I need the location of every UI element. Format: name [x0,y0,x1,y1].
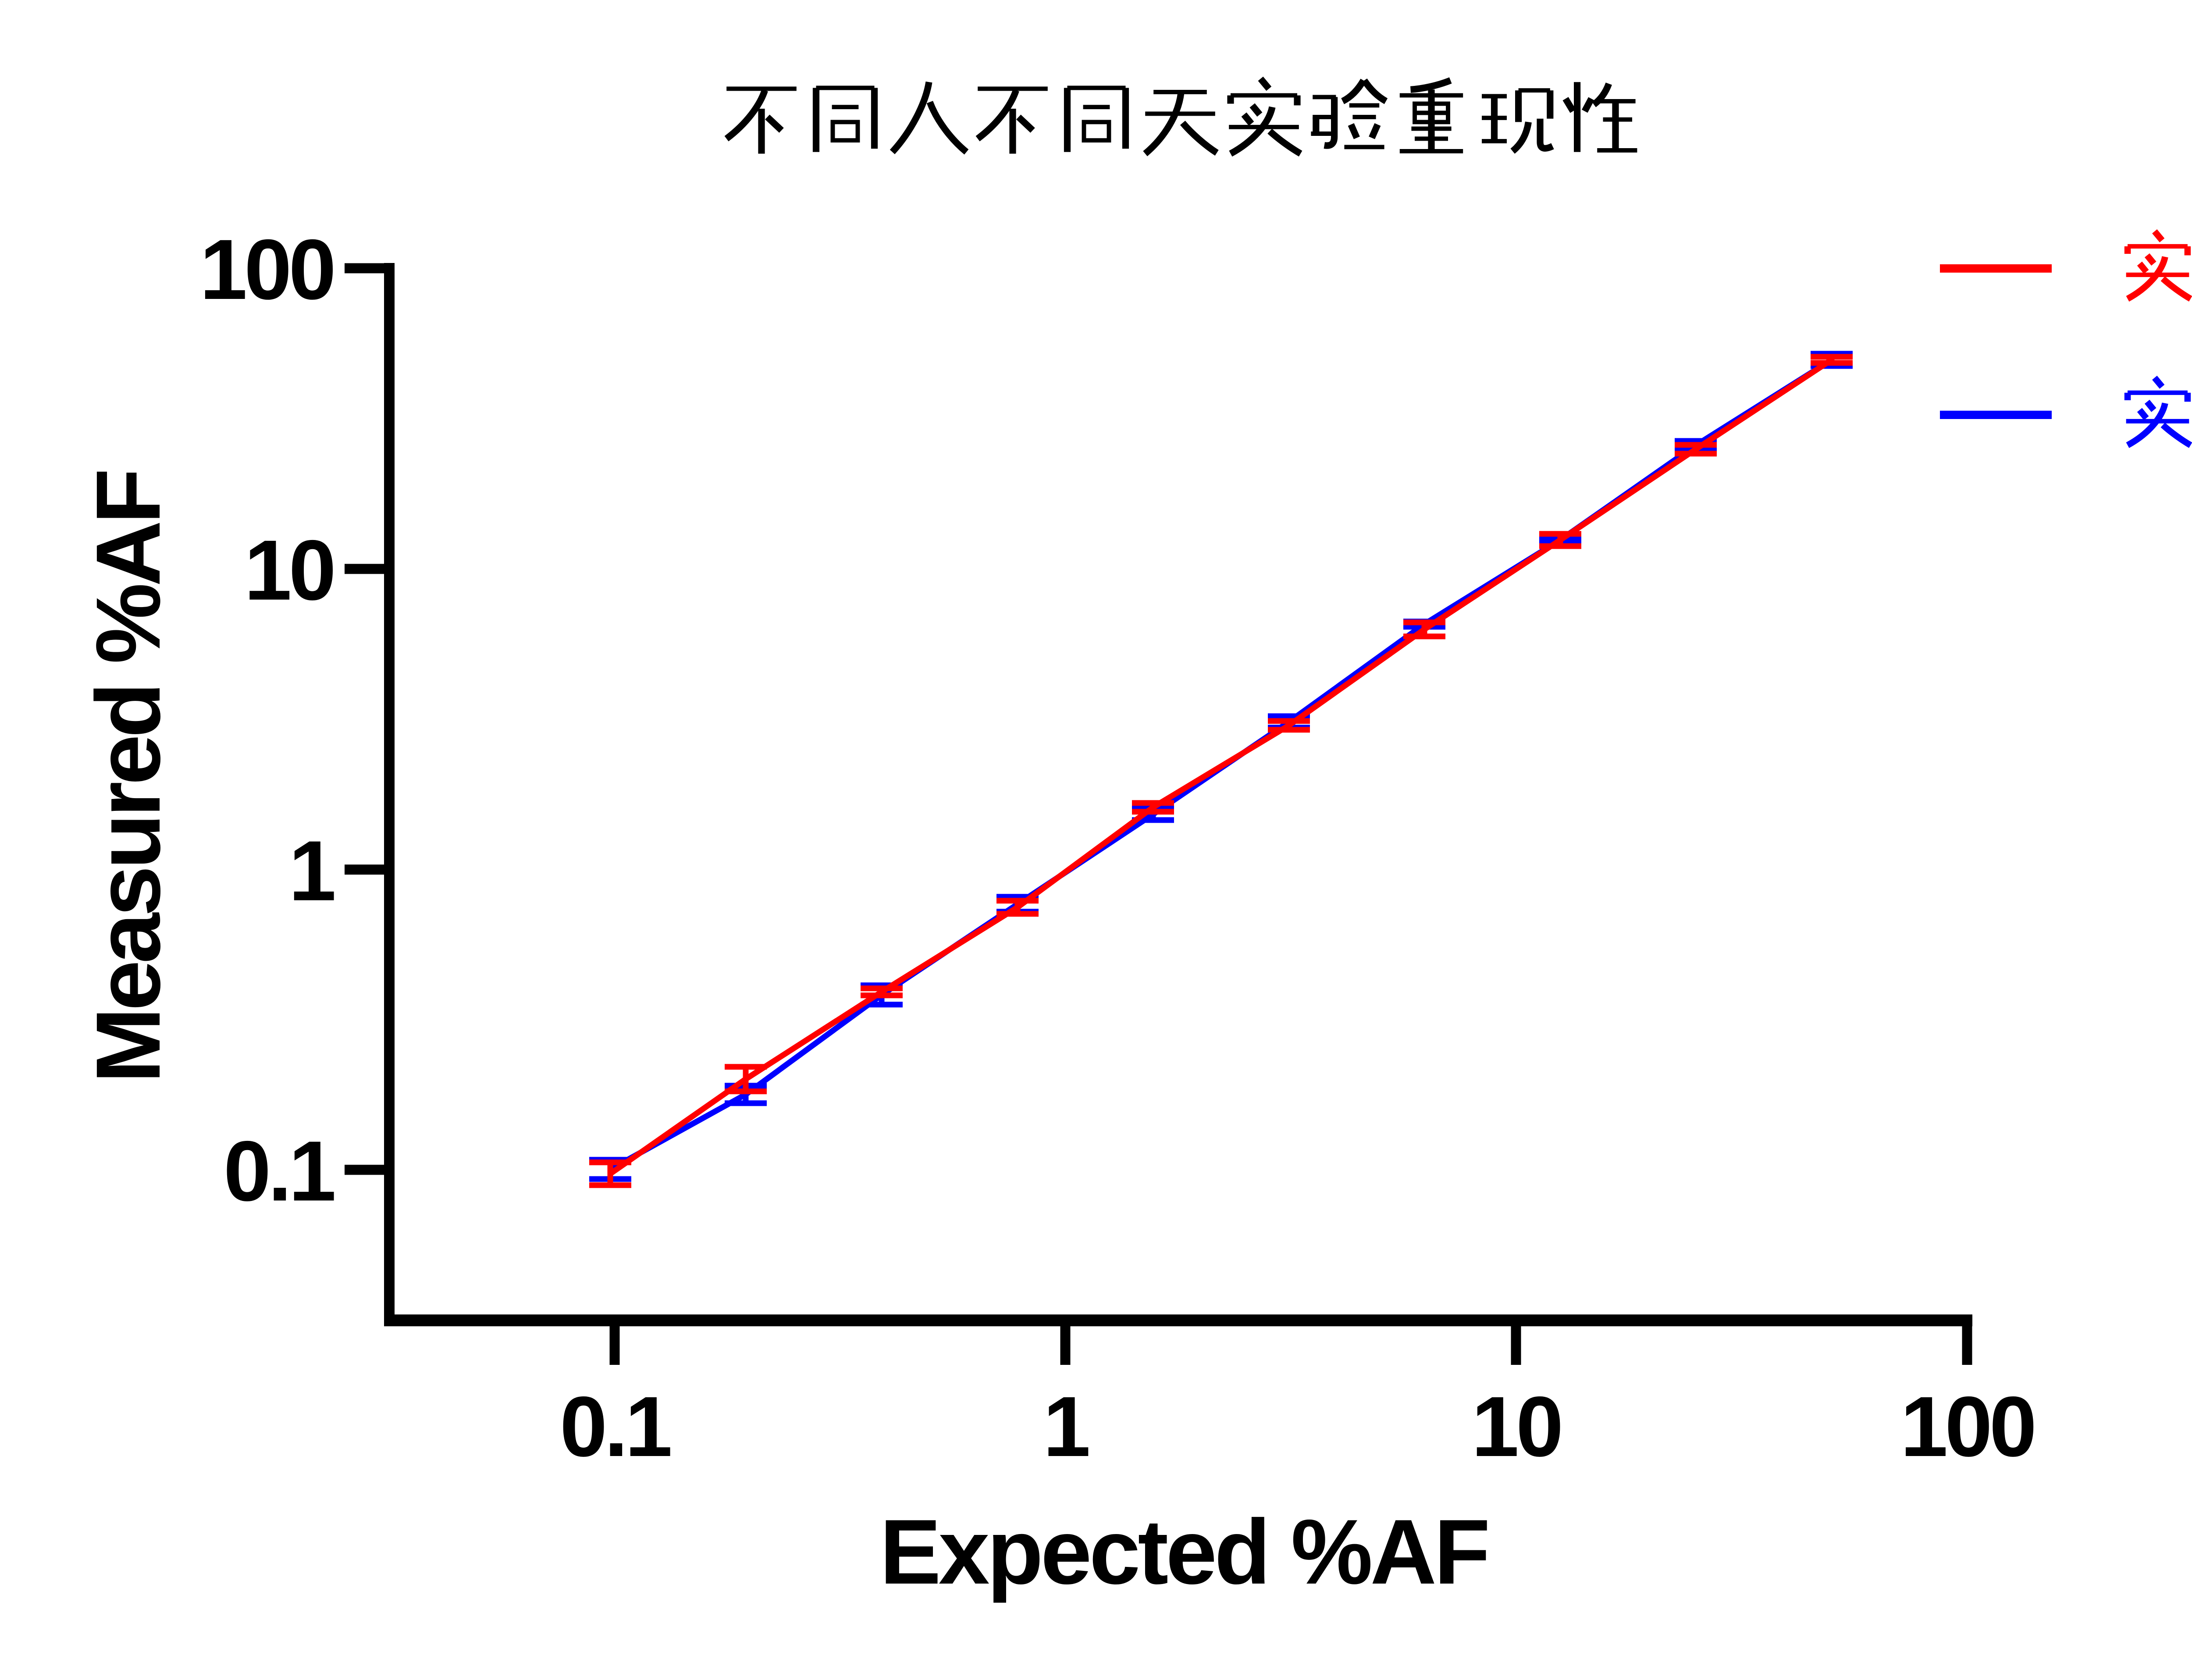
svg-text:100: 100 [1900,1379,2034,1474]
svg-text:Measured %AF: Measured %AF [78,472,179,1083]
svg-text:0.1: 0.1 [224,1123,334,1219]
svg-text:100: 100 [200,222,333,317]
svg-text:0.1: 0.1 [560,1379,671,1474]
svg-text:1: 1 [289,823,334,919]
svg-text:1: 1 [1043,1379,1089,1474]
svg-text:10: 10 [1472,1379,1561,1474]
svg-text:Expected %AF: Expected %AF [880,1500,1488,1603]
svg-text:10: 10 [244,522,333,618]
